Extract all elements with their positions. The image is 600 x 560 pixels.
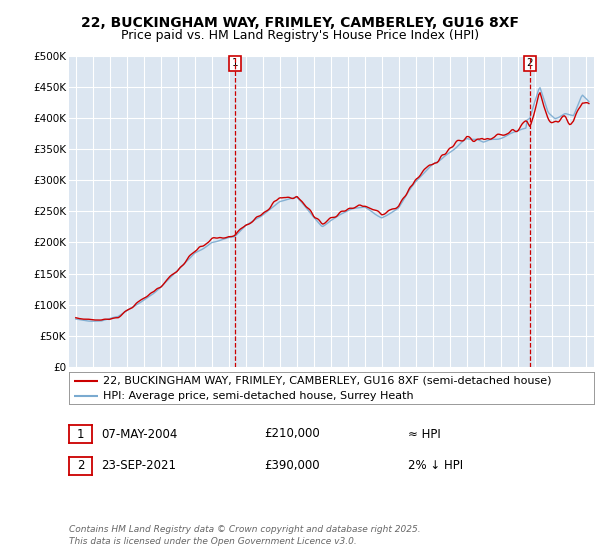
- Text: 2: 2: [77, 459, 84, 473]
- Text: HPI: Average price, semi-detached house, Surrey Heath: HPI: Average price, semi-detached house,…: [103, 391, 414, 401]
- Text: 23-SEP-2021: 23-SEP-2021: [101, 459, 176, 473]
- Text: 1: 1: [232, 58, 238, 68]
- Text: Contains HM Land Registry data © Crown copyright and database right 2025.
This d: Contains HM Land Registry data © Crown c…: [69, 525, 421, 546]
- Text: Price paid vs. HM Land Registry's House Price Index (HPI): Price paid vs. HM Land Registry's House …: [121, 29, 479, 42]
- Text: 22, BUCKINGHAM WAY, FRIMLEY, CAMBERLEY, GU16 8XF (semi-detached house): 22, BUCKINGHAM WAY, FRIMLEY, CAMBERLEY, …: [103, 376, 551, 386]
- Text: 2: 2: [527, 58, 533, 68]
- Text: 2% ↓ HPI: 2% ↓ HPI: [408, 459, 463, 473]
- Text: £210,000: £210,000: [264, 427, 320, 441]
- Text: 22, BUCKINGHAM WAY, FRIMLEY, CAMBERLEY, GU16 8XF: 22, BUCKINGHAM WAY, FRIMLEY, CAMBERLEY, …: [81, 16, 519, 30]
- Text: 07-MAY-2004: 07-MAY-2004: [101, 427, 177, 441]
- Text: £390,000: £390,000: [264, 459, 320, 473]
- Text: ≈ HPI: ≈ HPI: [408, 427, 441, 441]
- Text: 1: 1: [77, 427, 84, 441]
